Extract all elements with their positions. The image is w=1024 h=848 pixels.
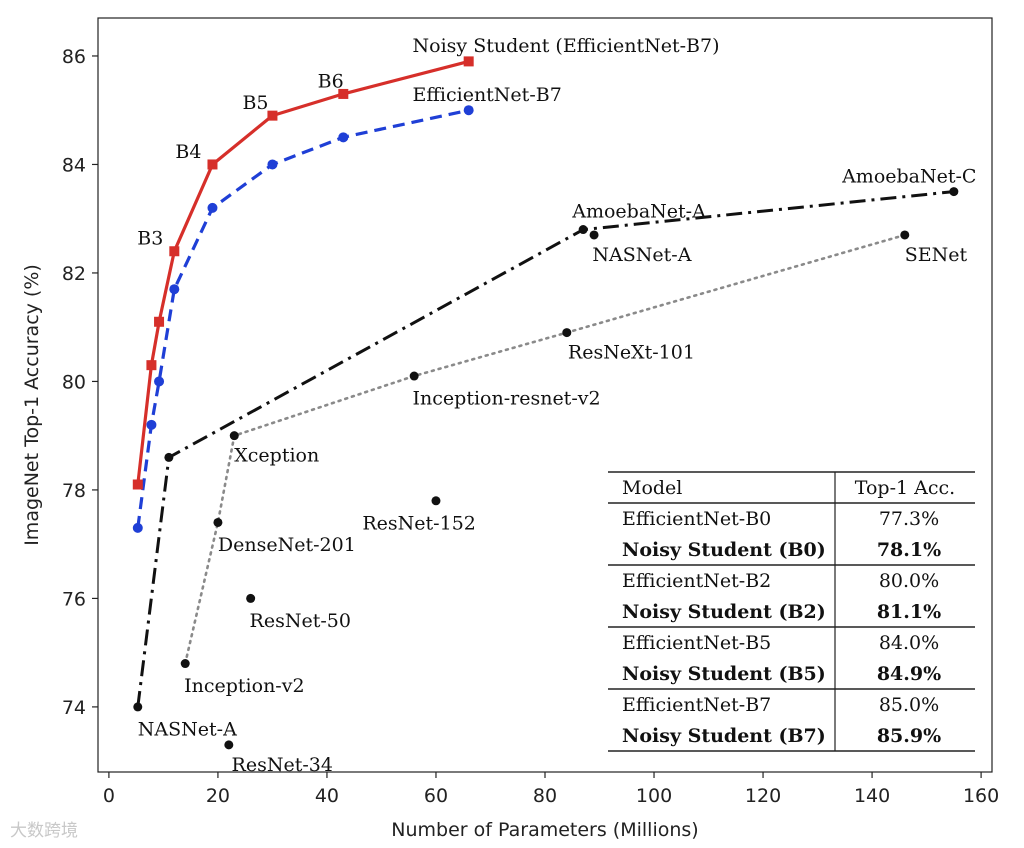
x-tick-label: 80 bbox=[533, 785, 557, 807]
x-tick-label: 0 bbox=[103, 785, 115, 807]
point-label: Inception-v2 bbox=[184, 675, 304, 697]
table-cell-model: Noisy Student (B5) bbox=[622, 663, 826, 685]
data-point-square bbox=[132, 479, 143, 490]
point-label: ResNeXt-101 bbox=[568, 342, 695, 364]
point-label: AmoebaNet-C bbox=[841, 165, 976, 187]
data-point-dot bbox=[224, 740, 234, 750]
data-point-dot bbox=[949, 187, 959, 197]
point-label: Inception-resnet-v2 bbox=[413, 388, 601, 410]
data-markers bbox=[132, 56, 959, 750]
x-tick-label: 100 bbox=[636, 785, 672, 807]
y-tick-label: 76 bbox=[62, 588, 86, 610]
point-label: Noisy Student (EfficientNet-B7) bbox=[413, 35, 720, 57]
x-axis-ticks: 0 20 40 60 80 100 120 140 160 bbox=[103, 772, 999, 807]
series-lines bbox=[136, 59, 954, 708]
x-tick-label: 20 bbox=[206, 785, 230, 807]
series-line-3 bbox=[183, 233, 907, 665]
point-label: NASNet-A bbox=[138, 719, 237, 741]
table-cell-model: EfficientNet-B7 bbox=[622, 694, 771, 716]
point-label: EfficientNet-B7 bbox=[413, 84, 562, 106]
series-line-2 bbox=[136, 190, 954, 708]
data-point-square bbox=[146, 360, 157, 371]
table-cell-acc: 78.1% bbox=[877, 539, 941, 561]
data-point-square bbox=[154, 316, 165, 327]
y-tick-label: 84 bbox=[62, 154, 86, 176]
point-label: B3 bbox=[137, 228, 163, 250]
y-tick-label: 80 bbox=[62, 371, 86, 393]
table-header-model: Model bbox=[622, 477, 682, 499]
point-label: ResNet-152 bbox=[362, 512, 476, 534]
data-point-circle bbox=[338, 132, 349, 143]
data-point-circle bbox=[146, 419, 157, 430]
table-cell-model: Noisy Student (B0) bbox=[622, 539, 826, 561]
point-label: SENet bbox=[905, 244, 968, 266]
table-header-acc: Top-1 Acc. bbox=[855, 477, 955, 499]
data-point-dot bbox=[213, 517, 223, 527]
table-cell-model: EfficientNet-B2 bbox=[622, 570, 771, 592]
data-point-circle bbox=[463, 105, 474, 116]
data-point-square bbox=[463, 56, 474, 67]
data-point-dot bbox=[431, 496, 441, 506]
data-point-circle bbox=[154, 376, 165, 387]
x-tick-label: 40 bbox=[315, 785, 339, 807]
point-label: ResNet-34 bbox=[232, 754, 333, 776]
data-point-circle bbox=[169, 284, 180, 295]
table-cell-model: EfficientNet-B5 bbox=[622, 632, 771, 654]
data-point-dot bbox=[589, 230, 599, 240]
data-point-square bbox=[267, 110, 278, 121]
series-line-0 bbox=[136, 59, 470, 485]
watermark: 大数跨境 bbox=[10, 821, 78, 841]
y-axis-ticks: 74 76 78 80 82 84 86 bbox=[62, 46, 98, 719]
data-point-dot bbox=[133, 702, 143, 712]
x-axis-title: Number of Parameters (Millions) bbox=[391, 819, 698, 841]
data-point-dot bbox=[164, 452, 174, 462]
table-cell-acc: 85.0% bbox=[879, 694, 939, 716]
data-point-dot bbox=[180, 659, 190, 669]
data-point-square bbox=[338, 88, 349, 99]
point-label: B5 bbox=[242, 92, 268, 114]
point-label: AmoebaNet-A bbox=[571, 201, 706, 223]
data-point-dot bbox=[409, 371, 419, 381]
data-point-dot bbox=[246, 593, 256, 603]
data-point-circle bbox=[267, 159, 278, 170]
point-label: ResNet-50 bbox=[250, 610, 351, 632]
point-label: DenseNet-201 bbox=[218, 534, 356, 556]
data-point-circle bbox=[207, 202, 218, 213]
series-line-1 bbox=[136, 108, 470, 529]
data-point-dot bbox=[229, 431, 239, 441]
data-point-square bbox=[207, 159, 218, 170]
point-label: Xception bbox=[234, 445, 319, 467]
table-cell-acc: 77.3% bbox=[879, 508, 939, 530]
point-annotations: Noisy Student (EfficientNet-B7) Efficient… bbox=[137, 35, 976, 776]
data-point-square bbox=[169, 246, 180, 257]
table-cell-acc: 80.0% bbox=[879, 570, 939, 592]
data-point-dot bbox=[562, 328, 572, 338]
data-point-dot bbox=[578, 225, 588, 235]
data-point-circle bbox=[132, 522, 143, 533]
x-tick-label: 140 bbox=[854, 785, 890, 807]
point-label: B4 bbox=[175, 141, 201, 163]
data-point-dot bbox=[900, 230, 910, 240]
table-cell-model: EfficientNet-B0 bbox=[622, 508, 771, 530]
table-cell-acc: 85.9% bbox=[877, 725, 941, 747]
table-cell-model: Noisy Student (B7) bbox=[622, 725, 826, 747]
table-cell-acc: 84.0% bbox=[879, 632, 939, 654]
x-tick-label: 160 bbox=[963, 785, 999, 807]
x-tick-label: 120 bbox=[745, 785, 781, 807]
table-cell-model: Noisy Student (B2) bbox=[622, 601, 826, 623]
y-tick-label: 78 bbox=[62, 480, 86, 502]
point-label: NASNet-A bbox=[592, 244, 691, 266]
x-tick-label: 60 bbox=[424, 785, 448, 807]
y-tick-label: 74 bbox=[62, 697, 86, 719]
comparison-table: Model Top-1 Acc. EfficientNet-B0 77.3% Noisy… bbox=[608, 471, 975, 752]
y-tick-label: 82 bbox=[62, 263, 86, 285]
point-label: B6 bbox=[318, 70, 344, 92]
y-tick-label: 86 bbox=[62, 46, 86, 68]
y-axis-title: ImageNet Top-1 Accuracy (%) bbox=[21, 264, 43, 546]
table-cell-acc: 81.1% bbox=[877, 601, 941, 623]
table-cell-acc: 84.9% bbox=[877, 663, 941, 685]
